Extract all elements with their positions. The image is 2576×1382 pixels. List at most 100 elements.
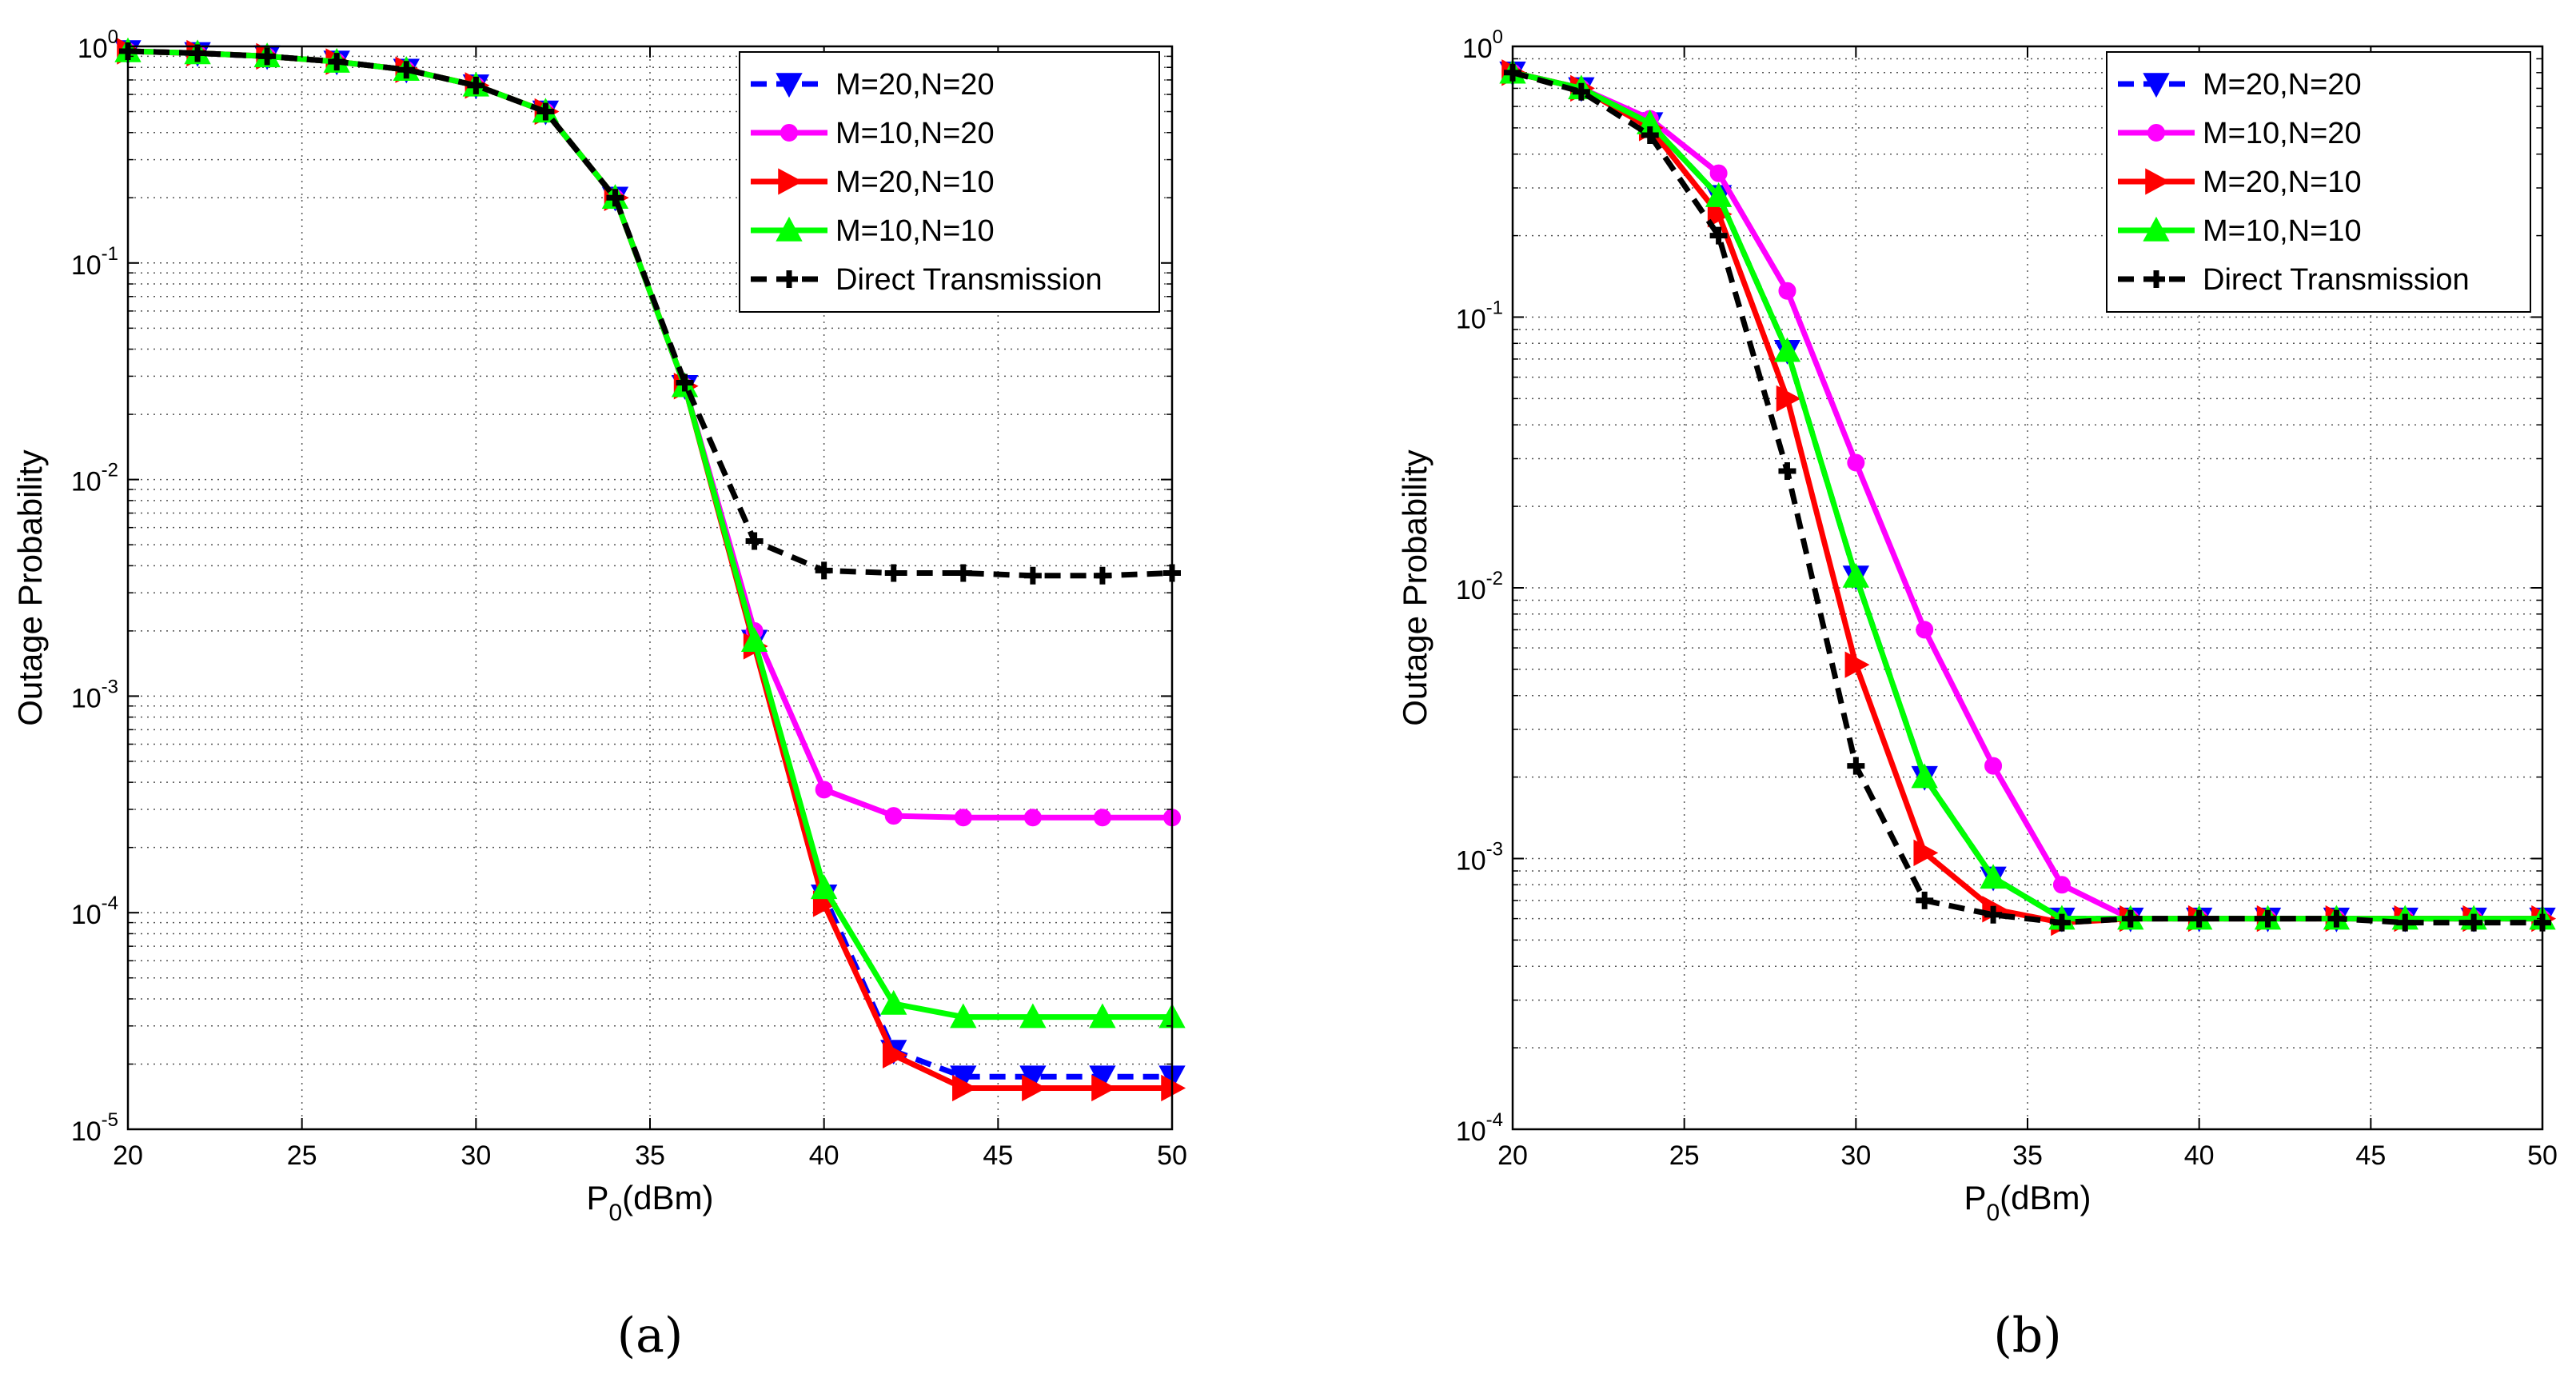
y-axis-label: Outage Probability — [11, 449, 49, 726]
legend-marker — [780, 124, 798, 142]
data-point — [2052, 876, 2071, 894]
data-point — [2396, 913, 2415, 932]
data-point — [1984, 757, 2003, 775]
legend-entry: M=20,N=20 — [2118, 68, 2362, 102]
legend-marker — [778, 168, 804, 195]
data-point — [1091, 1074, 1117, 1102]
data-point — [1641, 126, 1659, 144]
legend-label: M=10,N=20 — [835, 117, 995, 150]
y-tick-label: 10-4 — [1456, 1109, 1503, 1147]
data-point — [1984, 905, 2003, 924]
x-label-subscript: 0 — [608, 1200, 622, 1226]
x-label-suffix: (dBm) — [2000, 1179, 2091, 1216]
x-tick-label: 40 — [2184, 1140, 2215, 1171]
data-point — [884, 564, 903, 582]
data-point — [1778, 282, 1796, 300]
data-point — [1916, 621, 1934, 639]
panel-label: (a) — [617, 1308, 684, 1364]
x-tick-label: 35 — [635, 1140, 665, 1171]
data-point — [810, 874, 838, 900]
data-point — [740, 627, 768, 653]
data-point — [258, 47, 277, 66]
data-point — [745, 532, 764, 550]
data-point — [1842, 562, 1870, 588]
y-tick-label: 10-3 — [1456, 839, 1503, 877]
x-tick-label: 20 — [113, 1140, 143, 1171]
y-tick-exponent: -3 — [102, 676, 118, 697]
x-axis: 20 25 30 35 40 45 50 — [113, 46, 1187, 1171]
x-tick-label: 50 — [2527, 1140, 2558, 1171]
series-Direct Transmission — [1504, 63, 2551, 932]
y-tick-exponent: 0 — [1493, 26, 1503, 48]
legend-label: Direct Transmission — [835, 263, 1103, 297]
panel-b: 20 25 30 35 40 45 5010010-110-210-310-4P0(dBm)… — [1396, 26, 2558, 1364]
series-line — [127, 48, 1172, 1021]
y-tick-exponent: 0 — [108, 26, 118, 48]
legend-entry: Direct Transmission — [751, 263, 1103, 297]
data-point — [952, 1074, 977, 1102]
legend-marker — [2147, 270, 2165, 288]
y-tick-exponent: -1 — [1486, 298, 1503, 319]
x-label-suffix: (dBm) — [622, 1179, 713, 1216]
data-point — [1913, 839, 1939, 867]
y-tick-label: 10-5 — [71, 1109, 118, 1147]
x-tick-label: 50 — [1157, 1140, 1187, 1171]
legend-marker — [2145, 168, 2171, 195]
legend-entry: M=20,N=10 — [751, 166, 995, 199]
legend-label: Direct Transmission — [2203, 263, 2470, 297]
legend-entry: M=10,N=10 — [751, 214, 995, 248]
legend-label: M=20,N=10 — [2203, 166, 2362, 199]
data-point — [2121, 909, 2139, 928]
x-tick-label: 25 — [287, 1140, 317, 1171]
legend: M=20,N=20 M=10,N=20 M=20,N=10 M=10,N=10 Dire… — [2106, 51, 2531, 313]
data-point — [1773, 337, 1801, 362]
data-point — [606, 189, 624, 207]
data-point — [1093, 809, 1111, 827]
y-tick-label: 10-4 — [71, 893, 118, 930]
data-point — [1023, 809, 1042, 827]
x-tick-label: 35 — [2012, 1140, 2043, 1171]
y-tick-base: 10 — [71, 467, 102, 497]
data-point — [884, 807, 903, 825]
y-tick-base: 10 — [71, 1116, 102, 1147]
legend-label: M=10,N=10 — [2203, 214, 2362, 248]
y-tick-base: 10 — [78, 34, 108, 64]
x-label-main: P — [1964, 1179, 1986, 1216]
x-tick-label: 45 — [2355, 1140, 2386, 1171]
y-tick-base: 10 — [71, 683, 102, 713]
x-axis-label: P0(dBm) — [586, 1179, 713, 1226]
data-point — [882, 1041, 907, 1068]
legend-entry: Direct Transmission — [2118, 263, 2470, 297]
y-tick-label: 100 — [1462, 26, 1503, 64]
legend-marker — [2143, 216, 2170, 242]
legend-entry: M=10,N=20 — [2118, 117, 2362, 150]
y-tick-base: 10 — [1462, 34, 1493, 64]
x-label-subscript: 0 — [1986, 1200, 2000, 1226]
data-point — [2052, 913, 2071, 932]
series-line — [127, 48, 1173, 579]
x-axis: 20 25 30 35 40 45 50 — [1497, 46, 2558, 1171]
x-label-main: P — [586, 1179, 608, 1216]
y-tick-base: 10 — [1456, 846, 1486, 877]
y-tick-exponent: -2 — [102, 460, 118, 481]
data-point — [1847, 453, 1865, 472]
legend-label: M=20,N=20 — [2203, 68, 2362, 102]
data-point — [328, 53, 346, 71]
data-point — [1911, 763, 1938, 789]
series-line — [1512, 70, 2542, 926]
data-point — [1709, 226, 1728, 245]
legend-label: M=10,N=10 — [835, 214, 995, 248]
data-point — [1847, 757, 1865, 775]
data-point — [1980, 864, 2007, 889]
data-point — [1916, 891, 1934, 909]
y-tick-exponent: -1 — [102, 243, 118, 265]
x-tick-label: 40 — [809, 1140, 839, 1171]
data-point — [1019, 1003, 1047, 1029]
data-point — [397, 61, 416, 79]
y-tick-base: 10 — [1456, 305, 1486, 335]
data-point — [954, 564, 972, 582]
legend-entry: M=10,N=10 — [2118, 214, 2362, 248]
legend-label: M=20,N=10 — [835, 166, 995, 199]
series-line — [127, 48, 1172, 1080]
